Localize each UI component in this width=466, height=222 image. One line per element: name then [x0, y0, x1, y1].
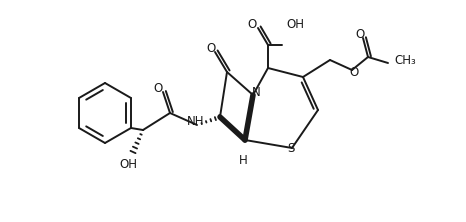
Text: O: O — [356, 28, 364, 40]
Text: OH: OH — [119, 159, 137, 172]
Text: H: H — [239, 153, 247, 166]
Text: OH: OH — [286, 18, 304, 32]
Text: O: O — [206, 42, 216, 54]
Text: NH: NH — [187, 115, 205, 129]
Text: O: O — [153, 81, 163, 95]
Text: O: O — [350, 65, 359, 79]
Text: S: S — [288, 143, 295, 155]
Text: O: O — [247, 18, 257, 32]
Text: N: N — [252, 87, 260, 99]
Text: CH₃: CH₃ — [394, 54, 416, 67]
